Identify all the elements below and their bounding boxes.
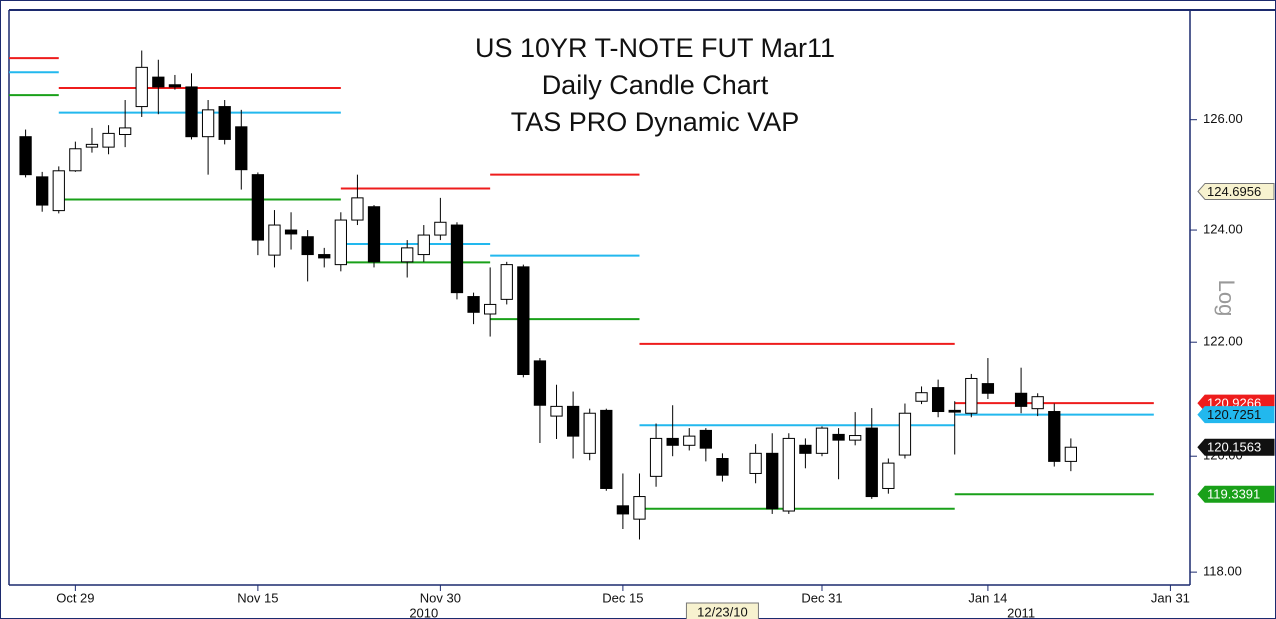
- candle-body: [450, 224, 464, 294]
- candle-body: [218, 106, 231, 140]
- candle-body: [799, 444, 812, 454]
- candle-body: [1064, 446, 1078, 462]
- candle-body: [749, 452, 762, 474]
- candle-body: [500, 264, 513, 300]
- candle-body: [417, 234, 430, 256]
- cursor-date-label: 12/23/10: [697, 604, 748, 619]
- vap-tag-box: [1197, 485, 1275, 503]
- candle-body: [1014, 392, 1028, 407]
- candle-body: [782, 437, 795, 512]
- x-tick-label: Nov 30: [420, 590, 461, 605]
- candle-body: [1048, 411, 1061, 462]
- candle-body: [865, 427, 878, 498]
- candle-body: [931, 387, 945, 413]
- candle-body: [716, 458, 729, 476]
- candle-body: [915, 392, 928, 402]
- x-tick-label: Nov 15: [237, 590, 278, 605]
- last-price-box: [1197, 438, 1275, 456]
- cursor-price-label: 124.6956: [1207, 184, 1261, 199]
- candle-body: [550, 405, 563, 417]
- candle-body: [583, 412, 596, 454]
- candle-body: [699, 429, 712, 449]
- candle-body: [600, 409, 613, 489]
- candle-body: [666, 437, 679, 446]
- candle-body: [484, 303, 497, 315]
- candle-body: [102, 132, 115, 148]
- candle-body: [268, 224, 281, 256]
- candle-body: [201, 109, 215, 138]
- candle-body: [815, 427, 829, 454]
- vap-tag-label: 120.7251: [1207, 407, 1261, 422]
- y-tick-label: 124.00: [1203, 221, 1243, 236]
- candle-body: [85, 143, 99, 148]
- x-tick-label: Jan 14: [968, 590, 1007, 605]
- candle-body: [69, 148, 82, 172]
- candle-body: [351, 197, 364, 221]
- candle-body: [52, 170, 65, 212]
- candle-body: [367, 206, 381, 263]
- chart-title: US 10YR T-NOTE FUT Mar11: [475, 33, 835, 63]
- candle-body: [649, 437, 663, 477]
- candle-body: [898, 412, 912, 456]
- candle-body: [235, 126, 248, 171]
- candle-body: [467, 296, 480, 313]
- year-label: 2010: [409, 605, 438, 619]
- candle-body: [334, 219, 347, 266]
- candle-body: [517, 266, 530, 376]
- vap-tag-label: 119.3391: [1207, 487, 1260, 502]
- candle-body: [434, 221, 447, 236]
- candle-body: [566, 405, 580, 437]
- x-tick-label: Dec 15: [602, 590, 643, 605]
- candle-body: [766, 452, 779, 510]
- candle-body: [168, 84, 182, 88]
- year-label: 2011: [1007, 605, 1035, 619]
- candle-body: [318, 254, 331, 259]
- candle-body: [832, 433, 845, 441]
- candle-body: [965, 377, 978, 414]
- scale-label: Log: [1214, 280, 1239, 317]
- candle-body: [882, 462, 895, 489]
- candle-body: [36, 176, 49, 206]
- candle-body: [135, 66, 148, 108]
- candle-body: [301, 236, 314, 256]
- candle-body: [284, 229, 298, 235]
- x-tick-label: Jan 31: [1151, 590, 1190, 605]
- candle-body: [1031, 396, 1044, 410]
- candle-body: [118, 127, 132, 135]
- candle-body: [401, 247, 414, 263]
- candle-body: [185, 86, 198, 138]
- y-tick-label: 126.00: [1203, 111, 1243, 126]
- candle-body: [683, 435, 696, 446]
- candle-body: [948, 409, 961, 413]
- cursor-price-box: [1197, 182, 1275, 200]
- candle-body: [981, 383, 995, 394]
- x-tick-label: Oct 29: [56, 590, 94, 605]
- candle-body: [849, 435, 862, 441]
- candle-body: [533, 360, 547, 406]
- chart-title: Daily Candle Chart: [542, 70, 769, 100]
- candle-body: [633, 496, 646, 520]
- candle-body: [251, 174, 265, 241]
- last-price-label: 120.1563: [1207, 440, 1261, 455]
- candle-body: [616, 505, 630, 515]
- chart-title: TAS PRO Dynamic VAP: [511, 107, 800, 137]
- candle-body: [152, 76, 165, 88]
- candle-body: [19, 136, 32, 176]
- vap-tag-box: [1197, 406, 1275, 424]
- y-tick-label: 122.00: [1203, 334, 1243, 349]
- y-tick-label: 118.00: [1203, 564, 1242, 579]
- cursor-date-box: [685, 602, 759, 619]
- x-tick-label: Dec 31: [801, 590, 842, 605]
